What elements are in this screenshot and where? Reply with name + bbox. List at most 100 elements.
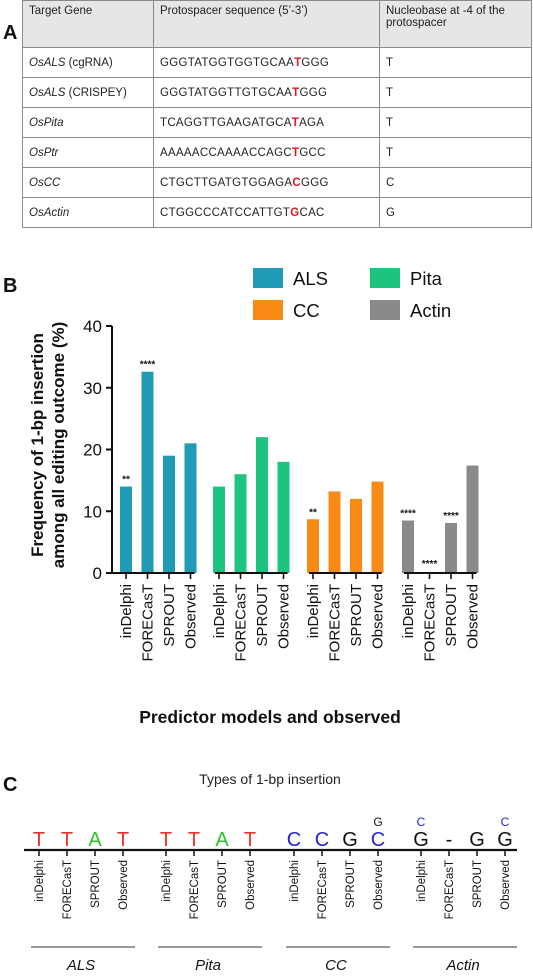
seq-highlight: T bbox=[291, 146, 300, 159]
gene-group-label: Pita bbox=[195, 957, 221, 974]
bar bbox=[141, 371, 154, 573]
y-axis-label-line2: among all editing outcome (%) bbox=[49, 322, 68, 569]
seq-prefix: CTGCTTGATGTGGAGA bbox=[160, 176, 293, 189]
seq-prefix: GGGTATGGTTGTGCAA bbox=[160, 86, 293, 99]
cell-protospacer: AAAAACCAAAACCAGCTGCC bbox=[153, 137, 380, 168]
gene-group-label: CC bbox=[325, 957, 347, 974]
model-label: FORECasT bbox=[62, 860, 74, 919]
inserted-base: A bbox=[88, 829, 102, 851]
gene-group-labels: ALS Pita CC Actin bbox=[31, 946, 517, 974]
panel-label-c: C bbox=[3, 774, 18, 796]
model-label: SPROUT bbox=[472, 860, 484, 908]
inserted-base: C bbox=[287, 829, 301, 851]
cell-target-gene: OsPtr bbox=[22, 137, 154, 168]
table-row: OsPita TCAGGTTGAAGATGCATAGA T bbox=[22, 107, 532, 138]
bar bbox=[277, 461, 290, 573]
x-tick-label: FORECasT bbox=[327, 584, 344, 662]
cell-nucleobase: T bbox=[379, 107, 532, 138]
seq-highlight: T bbox=[294, 56, 302, 69]
panel-c-title: Types of 1-bp insertion bbox=[199, 771, 341, 787]
inserted-base: G bbox=[497, 829, 513, 851]
y-tick-label: 10 bbox=[83, 502, 102, 521]
table-row: OsActin CTGGCCCATCCATTGTGCAC G bbox=[22, 197, 532, 228]
cell-target-gene: OsALS (cgRNA) bbox=[22, 47, 154, 78]
seq-suffix: GGG bbox=[301, 56, 330, 69]
x-tick-label: inDelphi bbox=[400, 584, 417, 638]
x-tick-label: Observed bbox=[465, 584, 482, 649]
model-label: FORECasT bbox=[189, 860, 201, 919]
significance-label: ** bbox=[122, 475, 130, 486]
x-tick-label: SPROUT bbox=[443, 584, 460, 647]
panel-label-b: B bbox=[3, 275, 18, 297]
inserted-base: T bbox=[160, 829, 172, 851]
model-labels: inDelphi FORECasT SPROUT Observed inDelphi FO… bbox=[34, 850, 512, 919]
cell-nucleobase: G bbox=[379, 197, 532, 228]
significance-label: ** bbox=[309, 507, 317, 518]
bar bbox=[213, 486, 225, 573]
legend-swatch bbox=[253, 268, 283, 288]
seq-highlight: T bbox=[292, 86, 300, 99]
x-axis-label: Predictor models and observed bbox=[139, 707, 401, 727]
model-label: inDelphi bbox=[34, 860, 46, 902]
inserted-base: C bbox=[315, 829, 329, 851]
model-label: FORECasT bbox=[317, 860, 329, 919]
legend-label: Actin bbox=[410, 300, 451, 321]
legend-swatch bbox=[370, 300, 400, 320]
x-tick-label: Observed bbox=[276, 584, 293, 649]
legend-swatch bbox=[370, 268, 400, 288]
y-axis: 0 10 20 30 40 bbox=[83, 317, 113, 583]
gene-name: OsPtr bbox=[29, 146, 59, 159]
model-label: Observed bbox=[373, 860, 385, 910]
header-nucleobase: Nucleobase at -4 of the protospacer bbox=[379, 0, 532, 48]
seq-prefix: GGGTATGGTGGTGCAA bbox=[160, 56, 295, 69]
alternate-base: C bbox=[417, 815, 426, 829]
legend-label: ALS bbox=[293, 268, 328, 289]
model-label: inDelphi bbox=[289, 860, 301, 902]
cell-nucleobase: C bbox=[379, 167, 532, 198]
gene-suffix: (CRISPEY) bbox=[65, 86, 127, 99]
seq-prefix: CTGGCCCATCCATTGT bbox=[160, 206, 291, 219]
model-label: FORECasT bbox=[444, 860, 456, 919]
cell-target-gene: OsActin bbox=[22, 197, 154, 228]
model-label: Observed bbox=[500, 860, 512, 910]
seq-highlight: C bbox=[292, 176, 301, 189]
bar bbox=[371, 481, 384, 573]
bar bbox=[402, 520, 414, 573]
cell-nucleobase: T bbox=[379, 137, 532, 168]
x-tick-labels: inDelphi FORECasT SPROUT Observed inDelphi FO… bbox=[112, 572, 482, 662]
bar bbox=[445, 522, 457, 573]
x-tick-label: Observed bbox=[183, 584, 200, 649]
cell-protospacer: TCAGGTTGAAGATGCATAGA bbox=[153, 107, 380, 138]
bar bbox=[307, 519, 319, 573]
cell-nucleobase: T bbox=[379, 77, 532, 108]
gene-name: OsPita bbox=[29, 116, 64, 129]
inserted-base: T bbox=[117, 829, 129, 851]
x-tick-label: Observed bbox=[370, 584, 387, 649]
x-tick-label: SPROUT bbox=[348, 584, 365, 647]
bar bbox=[256, 437, 268, 573]
x-tick-label: inDelphi bbox=[211, 584, 228, 638]
seq-suffix: GGG bbox=[299, 86, 328, 99]
inserted-base: T bbox=[33, 829, 45, 851]
gene-name: OsActin bbox=[29, 206, 70, 219]
header-target-gene: Target Gene bbox=[22, 0, 154, 48]
legend-label: Pita bbox=[410, 268, 443, 289]
table-row: OsCC CTGCTTGATGTGGAGACGGG C bbox=[22, 167, 532, 198]
seq-prefix: TCAGGTTGAAGATGCA bbox=[160, 116, 292, 129]
cell-protospacer: CTGGCCCATCCATTGTGCAC bbox=[153, 197, 380, 228]
significance-label: **** bbox=[140, 360, 156, 371]
bar bbox=[350, 498, 362, 573]
alternate-base: C bbox=[501, 815, 510, 829]
cell-target-gene: OsALS (CRISPEY) bbox=[22, 77, 154, 108]
y-tick-label: 40 bbox=[83, 317, 102, 336]
cell-protospacer: CTGCTTGATGTGGAGACGGG bbox=[153, 167, 380, 198]
panel-label-a: A bbox=[3, 22, 18, 44]
bar bbox=[466, 465, 479, 573]
model-label: Observed bbox=[118, 860, 130, 910]
seq-highlight: T bbox=[291, 116, 300, 129]
bar bbox=[184, 443, 197, 573]
x-tick-label: SPROUT bbox=[161, 584, 178, 647]
gene-name: OsALS bbox=[29, 56, 66, 69]
